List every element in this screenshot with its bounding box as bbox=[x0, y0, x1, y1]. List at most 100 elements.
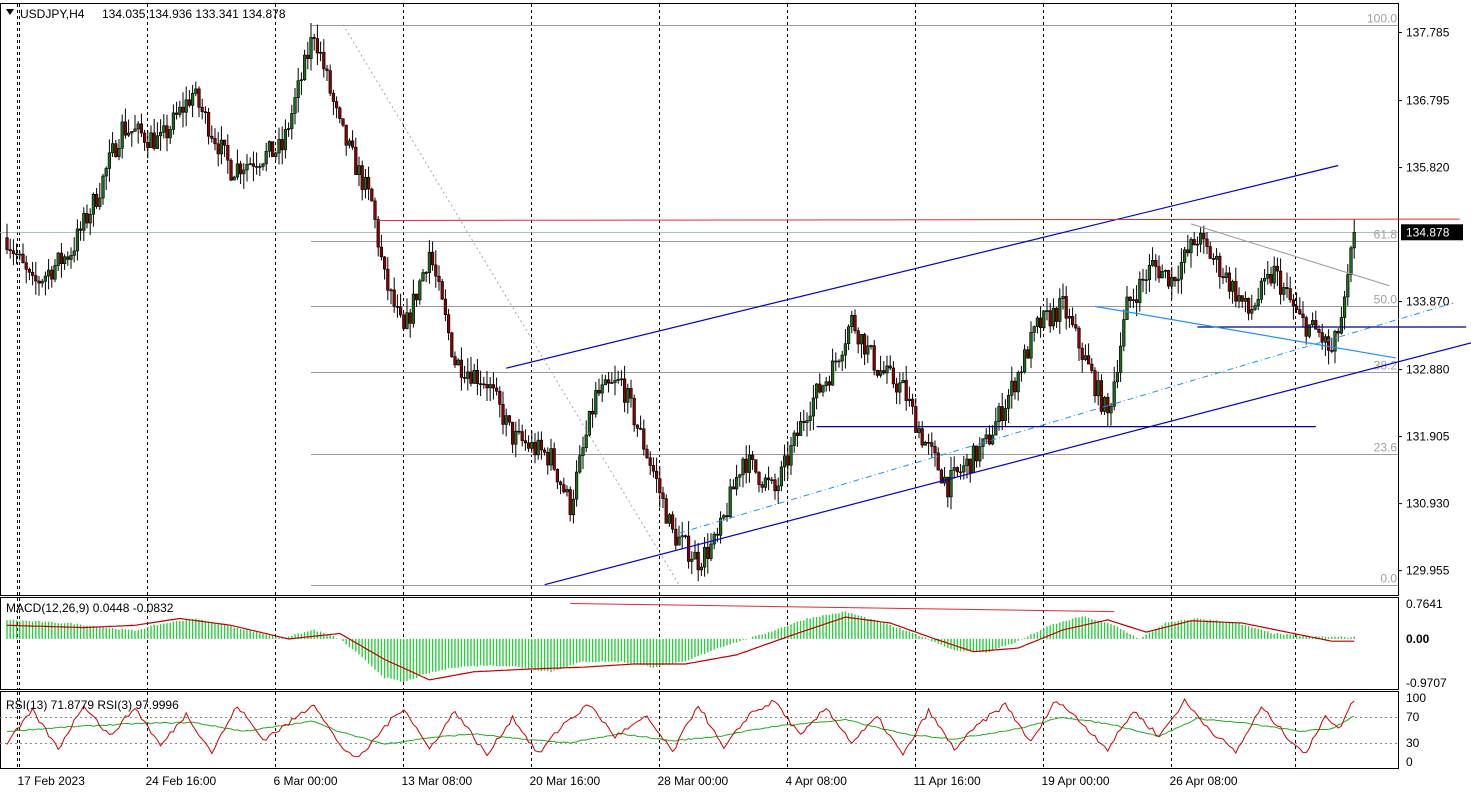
candle-down bbox=[485, 383, 489, 389]
candle-up bbox=[594, 390, 598, 415]
candle-down bbox=[325, 68, 329, 71]
price-label: 133.870 bbox=[1406, 295, 1450, 309]
candle-up bbox=[530, 442, 534, 449]
candle-down bbox=[760, 484, 764, 488]
candle-up bbox=[1231, 281, 1235, 292]
candle-down bbox=[1128, 296, 1132, 301]
candle-down bbox=[344, 124, 348, 146]
candle-down bbox=[606, 379, 611, 384]
candle-up bbox=[821, 385, 825, 393]
candle-up bbox=[677, 536, 681, 546]
candle-up bbox=[952, 467, 956, 471]
macd-title: MACD(12,26,9) 0.0448 -0.0832 bbox=[6, 601, 174, 615]
candle-down bbox=[891, 367, 895, 385]
candle-down bbox=[1087, 355, 1091, 365]
candle-up bbox=[613, 380, 617, 383]
candle-down bbox=[904, 380, 908, 401]
candle-up bbox=[1263, 277, 1267, 282]
candle-down bbox=[200, 106, 204, 113]
candle-down bbox=[731, 486, 735, 490]
candle-down bbox=[1285, 287, 1289, 289]
candle-up bbox=[603, 379, 607, 386]
candle-up bbox=[923, 441, 927, 446]
rsi-panel-frame bbox=[0, 691, 1399, 769]
candle-up bbox=[191, 93, 195, 106]
candle-down bbox=[882, 370, 886, 374]
candle-up bbox=[901, 380, 905, 384]
candle-up bbox=[1003, 408, 1007, 421]
candle-down bbox=[223, 139, 227, 146]
candle-down bbox=[1288, 288, 1292, 301]
candle-down bbox=[683, 535, 687, 537]
candle-up bbox=[245, 164, 249, 171]
price-label: 136.795 bbox=[1406, 94, 1450, 108]
candle-up bbox=[1010, 380, 1014, 396]
candle-down bbox=[414, 293, 419, 301]
candle-up bbox=[747, 454, 751, 473]
candle-up bbox=[1058, 298, 1062, 322]
candle-up bbox=[843, 343, 847, 356]
candle-up bbox=[789, 445, 793, 466]
candle-down bbox=[635, 424, 639, 429]
symbol-title: USDJPY,H4 bbox=[20, 7, 85, 21]
candle-up bbox=[680, 535, 684, 538]
candle-up bbox=[1016, 372, 1020, 393]
candle-up bbox=[232, 176, 236, 181]
candle-up bbox=[1199, 232, 1203, 245]
candle-down bbox=[888, 365, 892, 369]
candle-up bbox=[264, 150, 268, 165]
candle-up bbox=[1243, 297, 1247, 302]
candle-down bbox=[34, 275, 38, 282]
candle-down bbox=[862, 334, 867, 355]
candle-down bbox=[674, 528, 678, 546]
candle-up bbox=[1083, 355, 1087, 360]
candle-up bbox=[578, 455, 582, 473]
candle-down bbox=[542, 449, 547, 453]
dropdown-triangle-icon[interactable] bbox=[6, 9, 14, 15]
time-label: 24 Feb 16:00 bbox=[146, 774, 217, 788]
candle-down bbox=[382, 256, 387, 270]
candle-up bbox=[878, 370, 883, 376]
candle-up bbox=[1215, 255, 1219, 260]
candle-up bbox=[984, 434, 988, 440]
candle-up bbox=[357, 165, 361, 176]
candle-down bbox=[501, 404, 505, 425]
candle-down bbox=[974, 445, 979, 462]
candle-up bbox=[40, 280, 44, 284]
candle-up bbox=[1006, 395, 1011, 409]
candle-down bbox=[50, 269, 54, 280]
candle-down bbox=[123, 121, 127, 136]
candle-up bbox=[235, 163, 240, 178]
candle-down bbox=[926, 441, 931, 444]
candle-up bbox=[88, 213, 92, 224]
candle-down bbox=[165, 125, 169, 139]
candle-down bbox=[648, 457, 652, 466]
channel-mid-dashdot-line bbox=[678, 302, 1454, 534]
candle-down bbox=[1173, 276, 1177, 282]
candle-up bbox=[962, 465, 966, 473]
candle-up bbox=[1035, 317, 1039, 327]
candle-up bbox=[667, 514, 671, 524]
candle-down bbox=[875, 369, 879, 376]
trend-drawings[interactable] bbox=[342, 24, 1471, 586]
candle-down bbox=[434, 264, 438, 277]
candle-down bbox=[757, 471, 761, 485]
candle-up bbox=[363, 176, 368, 190]
time-label: 4 Apr 08:00 bbox=[786, 774, 848, 788]
candle-up bbox=[600, 384, 604, 394]
candle-up bbox=[571, 498, 575, 516]
time-label: 28 Mar 00:00 bbox=[658, 774, 729, 788]
rsi-axis-label: 0 bbox=[1406, 755, 1413, 769]
macd-signal-line bbox=[6, 616, 1355, 681]
candle-up bbox=[133, 128, 137, 132]
candle-up bbox=[1163, 270, 1167, 272]
candle-up bbox=[978, 446, 982, 462]
candle-down bbox=[834, 360, 838, 363]
current-price-label: 134.878 bbox=[1406, 225, 1450, 239]
candle-up bbox=[261, 163, 265, 167]
candle-up bbox=[770, 479, 774, 482]
candle-up bbox=[581, 447, 585, 456]
candle-down bbox=[1099, 380, 1103, 412]
candle-up bbox=[1119, 345, 1123, 373]
